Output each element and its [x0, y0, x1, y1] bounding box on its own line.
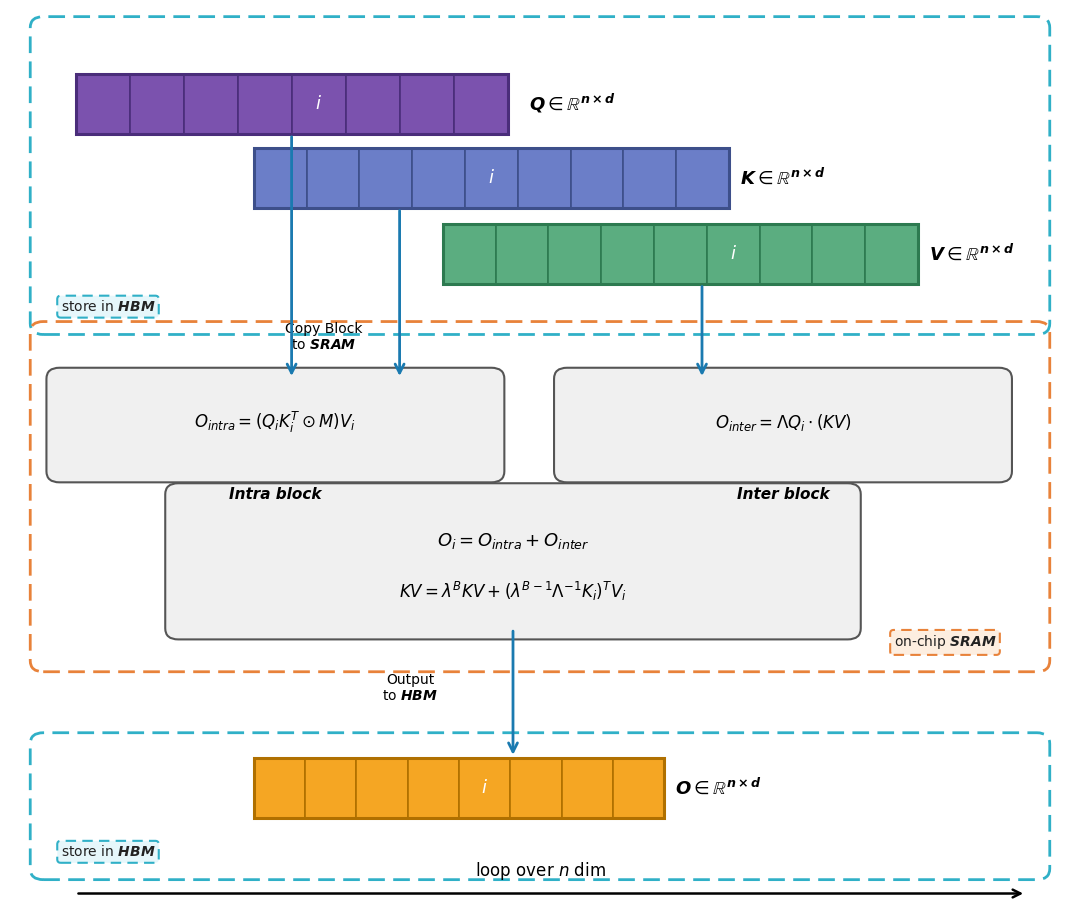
Bar: [759, 224, 812, 284]
Bar: [570, 148, 623, 208]
Bar: [454, 74, 508, 134]
Bar: [459, 758, 510, 818]
Text: $i$: $i$: [730, 245, 737, 262]
Text: on-chip $\boldsymbol{SRAM}$: on-chip $\boldsymbol{SRAM}$: [893, 634, 997, 651]
Text: $O_{inter} = \Lambda Q_i\cdot (KV)$: $O_{inter} = \Lambda Q_i\cdot (KV)$: [715, 412, 851, 432]
Bar: [706, 224, 759, 284]
Bar: [254, 758, 305, 818]
Bar: [443, 224, 918, 284]
Bar: [465, 148, 517, 208]
Text: $O_{intra} = (Q_iK_i^T\odot M)V_i$: $O_{intra} = (Q_iK_i^T\odot M)V_i$: [194, 409, 356, 435]
FancyBboxPatch shape: [46, 368, 504, 482]
Bar: [602, 224, 654, 284]
Text: $i$: $i$: [482, 779, 488, 796]
Bar: [623, 148, 676, 208]
Bar: [676, 148, 729, 208]
FancyBboxPatch shape: [554, 368, 1012, 482]
Text: $\boldsymbol{O} \in \mathbb{R}^{\boldsymbol{n\times d}}$: $\boldsymbol{O} \in \mathbb{R}^{\boldsym…: [675, 777, 762, 797]
Bar: [562, 758, 613, 818]
Bar: [613, 758, 664, 818]
Bar: [238, 74, 292, 134]
Text: store in $\boldsymbol{HBM}$: store in $\boldsymbol{HBM}$: [60, 299, 156, 314]
Bar: [356, 758, 407, 818]
Text: $O_i = O_{intra}+O_{inter}$: $O_i = O_{intra}+O_{inter}$: [436, 530, 590, 551]
Bar: [865, 224, 918, 284]
Text: Inter block: Inter block: [737, 487, 829, 502]
Bar: [549, 224, 602, 284]
Bar: [510, 758, 562, 818]
Text: $i$: $i$: [315, 95, 322, 113]
Bar: [254, 148, 729, 208]
Text: loop over $n$ dim: loop over $n$ dim: [474, 860, 606, 882]
Text: Intra block: Intra block: [229, 487, 322, 502]
Bar: [307, 148, 360, 208]
Bar: [76, 74, 130, 134]
Text: $KV = \lambda^B KV + (\lambda^{B-1}\Lambda^{-1}K_i)^TV_i$: $KV = \lambda^B KV + (\lambda^{B-1}\Lamb…: [400, 580, 626, 603]
Bar: [408, 758, 459, 818]
Text: $i$: $i$: [488, 169, 495, 187]
Bar: [184, 74, 238, 134]
Bar: [76, 74, 508, 134]
Bar: [254, 148, 307, 208]
Bar: [400, 74, 454, 134]
Text: $\boldsymbol{K} \in \mathbb{R}^{\boldsymbol{n\times d}}$: $\boldsymbol{K} \in \mathbb{R}^{\boldsym…: [740, 167, 825, 188]
Bar: [346, 74, 400, 134]
Bar: [812, 224, 865, 284]
Bar: [443, 224, 496, 284]
Bar: [654, 224, 706, 284]
Bar: [130, 74, 184, 134]
Text: store in $\boldsymbol{HBM}$: store in $\boldsymbol{HBM}$: [60, 845, 156, 859]
Bar: [292, 74, 346, 134]
Text: Output
to $\boldsymbol{HBM}$: Output to $\boldsymbol{HBM}$: [382, 674, 438, 703]
Bar: [305, 758, 356, 818]
Bar: [517, 148, 570, 208]
Bar: [254, 758, 664, 818]
Bar: [496, 224, 549, 284]
Text: $\boldsymbol{Q} \in \mathbb{R}^{\boldsymbol{n\times d}}$: $\boldsymbol{Q} \in \mathbb{R}^{\boldsym…: [529, 91, 617, 116]
Bar: [360, 148, 413, 208]
FancyBboxPatch shape: [165, 483, 861, 639]
Text: $\boldsymbol{V} \in \mathbb{R}^{\boldsymbol{n\times d}}$: $\boldsymbol{V} \in \mathbb{R}^{\boldsym…: [929, 243, 1014, 263]
Bar: [413, 148, 465, 208]
Text: Copy Block
to $\boldsymbol{SRAM}$: Copy Block to $\boldsymbol{SRAM}$: [285, 322, 363, 352]
